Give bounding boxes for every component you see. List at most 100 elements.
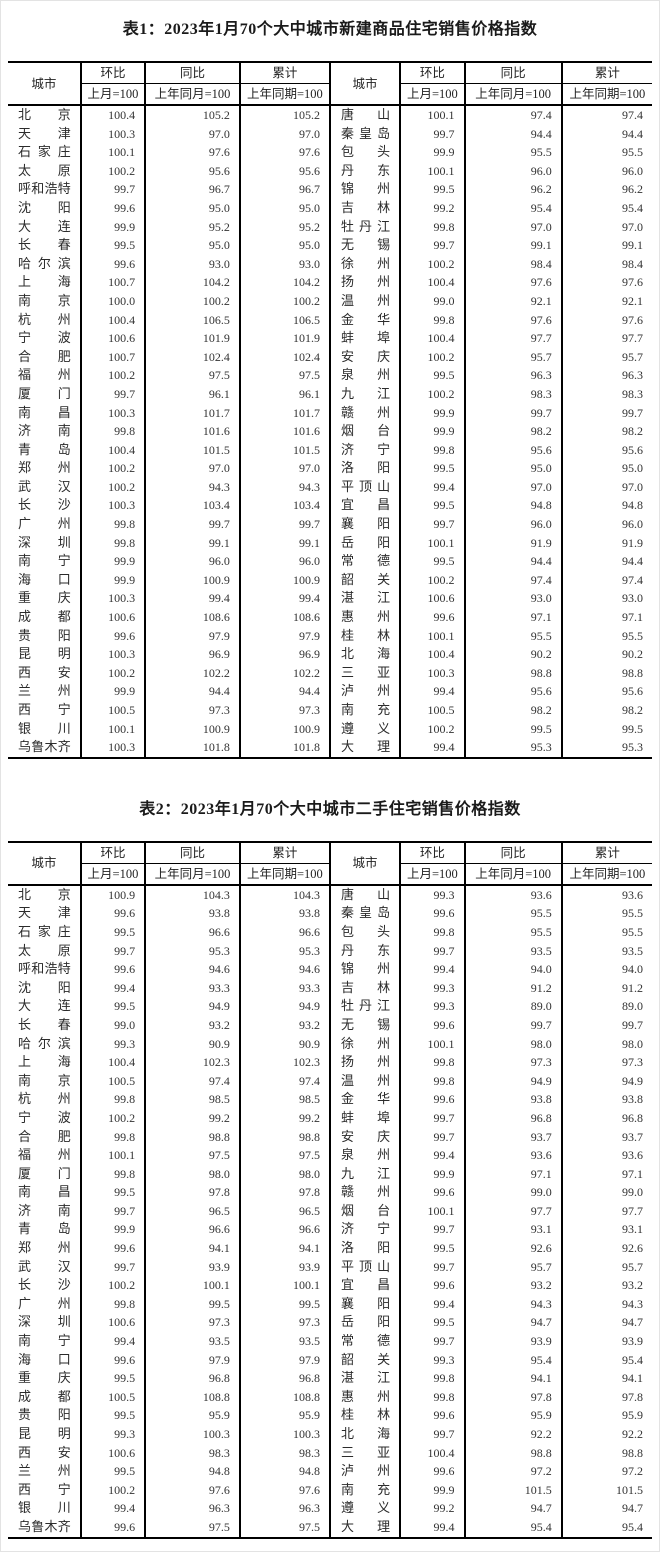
cum-value: 94.9 [238,997,330,1016]
cum-value: 97.1 [560,608,652,627]
city-cell: 哈尔滨 [8,1035,81,1054]
cum-value: 100.3 [238,1425,330,1444]
city-name: 北海 [340,646,391,662]
city-cell: 蚌埠 [328,329,401,348]
mom-value: 99.9 [399,143,465,162]
city-name: 兰州 [18,683,71,699]
yoy-value: 97.2 [463,1462,562,1481]
cum-value: 98.8 [560,1443,652,1463]
cum-value: 97.8 [238,1183,330,1202]
city-cell: 北京 [8,105,81,125]
mom-value: 100.1 [399,1201,465,1221]
cum-value: 98.8 [560,663,652,683]
city-cell: 青岛 [8,441,81,460]
yoy-value: 93.0 [144,254,240,274]
city-cell: 重庆 [8,1369,81,1388]
cum-value: 95.6 [238,161,330,181]
city-cell: 乌鲁木齐 [8,1518,81,1538]
city-cell: 合肥 [8,348,81,367]
city-name: 牡丹江 [340,998,391,1014]
table-row: 贵阳 99.5 95.9 95.9 桂林 99.6 95.9 95.9 [8,1406,652,1425]
yoy-value: 101.8 [144,738,240,758]
city-name: 金华 [340,311,391,327]
yoy-value: 104.3 [144,884,240,905]
table-row: 南京 100.5 97.4 97.4 温州 99.8 94.9 94.9 [8,1071,652,1091]
table-row: 天津 100.3 97.0 97.0 秦皇岛 99.7 94.4 94.4 [8,124,652,144]
mom-value: 100.3 [399,663,465,683]
cum-value: 96.0 [560,161,652,181]
city-cell: 南京 [8,1072,81,1091]
table-row: 广州 99.8 99.5 99.5 襄阳 99.4 94.3 94.3 [8,1294,652,1314]
city-name: 泉州 [340,367,391,383]
cum-value: 97.6 [560,273,652,292]
city-name: 海口 [18,1351,71,1367]
city-name: 九江 [340,1165,391,1181]
cum-value: 93.9 [560,1332,652,1351]
cum-value: 96.6 [238,1220,330,1240]
mom-value: 99.9 [399,1164,465,1184]
cum-value: 92.1 [560,291,652,311]
cum-value: 108.6 [238,608,330,627]
cum-value: 104.3 [238,884,330,905]
cum-base-header: 上年同期=100 [560,83,652,105]
cum-value: 94.1 [560,1369,652,1388]
yoy-value: 96.6 [144,922,240,942]
city-cell: 长沙 [8,1276,81,1295]
city-cell: 宁波 [8,1109,81,1128]
city-cell: 长春 [8,236,81,255]
mom-base-header: 上月=100 [399,83,465,105]
cum-header: 累计 [560,841,652,864]
city-name: 徐州 [340,1035,391,1051]
city-name: 温州 [340,292,391,308]
city-cell: 海口 [8,1351,81,1370]
yoy-value: 95.0 [144,198,240,218]
cum-value: 105.2 [238,105,330,125]
cum-value: 99.4 [238,589,330,609]
city-name: 泸州 [340,683,391,699]
cum-value: 93.5 [560,941,652,961]
city-cell: 沈阳 [8,979,81,998]
yoy-value: 99.4 [144,589,240,609]
mom-value: 99.8 [399,1387,465,1407]
city-cell: 洛阳 [328,459,401,478]
city-cell: 常德 [328,1332,401,1351]
city-cell: 桂林 [328,626,401,646]
yoy-value: 94.8 [463,496,562,516]
city-cell: 银川 [8,1499,81,1518]
mom-value: 99.4 [399,1146,465,1165]
mom-value: 99.8 [79,1294,146,1314]
city-cell: 北京 [8,885,81,905]
cum-value: 94.8 [238,1462,330,1481]
mom-value: 100.9 [79,884,146,905]
table-row: 南宁 99.9 96.0 96.0 常德 99.5 94.4 94.4 [8,552,652,571]
city-cell: 赣州 [328,403,401,423]
city-name: 湛江 [340,590,391,606]
cum-value: 95.5 [560,626,652,646]
city-name: 扬州 [340,1054,391,1070]
cum-value: 93.2 [238,1015,330,1035]
yoy-value: 100.9 [144,570,240,590]
city-cell: 杭州 [8,1090,81,1109]
cum-value: 93.9 [238,1257,330,1277]
city-cell: 金华 [328,310,401,330]
city-cell: 温州 [328,1071,401,1091]
table-row: 长春 99.0 93.2 93.2 无锡 99.6 99.7 99.7 [8,1015,652,1035]
table-row: 太原 100.2 95.6 95.6 丹东 100.1 96.0 96.0 [8,161,652,181]
cum-value: 95.9 [560,1406,652,1425]
city-cell: 包头 [328,922,401,942]
mom-value: 99.4 [399,1294,465,1314]
yoy-value: 90.9 [144,1034,240,1054]
city-name: 遵义 [340,1500,391,1516]
mom-value: 99.7 [399,1127,465,1147]
cum-value: 97.2 [560,1462,652,1481]
city-name: 遵义 [340,720,391,736]
mom-value: 99.8 [79,1127,146,1147]
table-row: 南昌 100.3 101.7 101.7 赣州 99.9 99.7 99.7 [8,403,652,423]
city-name: 南充 [340,702,391,717]
yoy-value: 97.0 [144,124,240,144]
yoy-value: 93.6 [463,884,562,905]
city-name: 牡丹江 [340,218,391,234]
yoy-value: 97.5 [144,1517,240,1538]
city-cell: 平顶山 [328,1257,401,1277]
cum-value: 94.0 [560,960,652,979]
